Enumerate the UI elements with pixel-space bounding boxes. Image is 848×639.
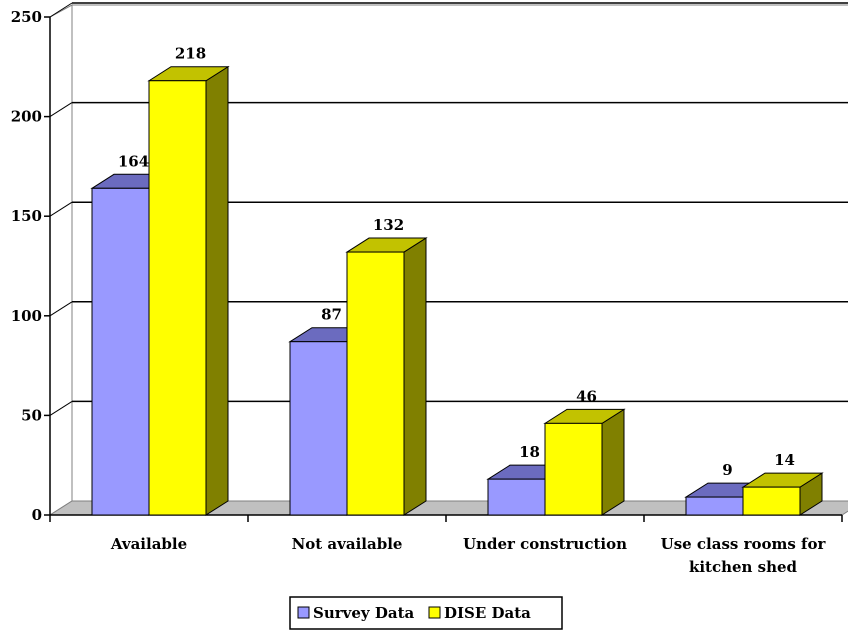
side-wall — [49, 4, 73, 516]
legend: Survey Data DISE Data — [289, 596, 563, 630]
data-label-3-0: 9 — [722, 461, 732, 479]
bar-3-1 — [741, 472, 824, 516]
legend-box — [289, 596, 563, 630]
y-tick-label-200: 200 — [11, 108, 42, 126]
data-label-0-0: 164 — [118, 152, 149, 170]
bar-front — [742, 486, 801, 516]
category-label-2: Under construction — [463, 535, 627, 553]
chart-walls — [48, 4, 848, 516]
category-label-0: Available — [110, 535, 187, 553]
bar-front — [487, 478, 546, 516]
bar-front — [289, 341, 348, 516]
category-label-line: kitchen shed — [689, 558, 798, 576]
bar-front — [544, 422, 603, 516]
bar-side — [601, 408, 625, 516]
y-tick-label-50: 50 — [21, 406, 42, 424]
bar-front — [91, 187, 150, 516]
y-tick-label-100: 100 — [11, 307, 42, 325]
gridline-side-50 — [49, 400, 73, 416]
gridline-side-100 — [49, 301, 73, 317]
bar-front — [685, 496, 744, 516]
category-label-line: Available — [110, 535, 187, 553]
category-label-1: Not available — [292, 535, 403, 553]
data-label-3-1: 14 — [774, 451, 795, 469]
data-label-0-1: 218 — [175, 45, 206, 63]
y-tick-label-150: 150 — [11, 207, 42, 225]
y-tick-label-250: 250 — [11, 8, 42, 26]
bar-front — [148, 80, 207, 516]
data-labels: 164 218 87 132 18 46 9 14 — [118, 45, 795, 479]
category-label-line: Use class rooms for — [661, 535, 827, 553]
gridline-side-200 — [49, 102, 73, 118]
bar-2-1 — [543, 408, 626, 516]
category-label-line: Under construction — [463, 535, 627, 553]
axes: 0 50 100 150 200 250 Available Not available Und… — [11, 8, 843, 576]
gridline-side-250 — [49, 2, 73, 18]
bar-front — [346, 251, 405, 516]
bar-0-1 — [147, 65, 230, 516]
y-tick-label-0: 0 — [32, 506, 42, 524]
data-label-2-1: 46 — [576, 387, 597, 405]
legend-swatch-1 — [428, 606, 441, 619]
bar-side — [403, 237, 427, 516]
category-label-line: Not available — [292, 535, 403, 553]
legend-label-1: DISE Data — [444, 604, 531, 622]
data-label-1-0: 87 — [321, 306, 342, 324]
data-label-2-0: 18 — [519, 443, 540, 461]
legend-swatch-0 — [297, 606, 310, 619]
bar-1-1 — [345, 237, 428, 516]
bars — [90, 65, 824, 516]
bar-side — [205, 65, 229, 516]
category-label-3: Use class rooms for kitchen shed — [661, 535, 827, 576]
data-label-1-1: 132 — [373, 216, 404, 234]
legend-label-0: Survey Data — [313, 604, 414, 622]
gridline-side-150 — [49, 201, 73, 217]
